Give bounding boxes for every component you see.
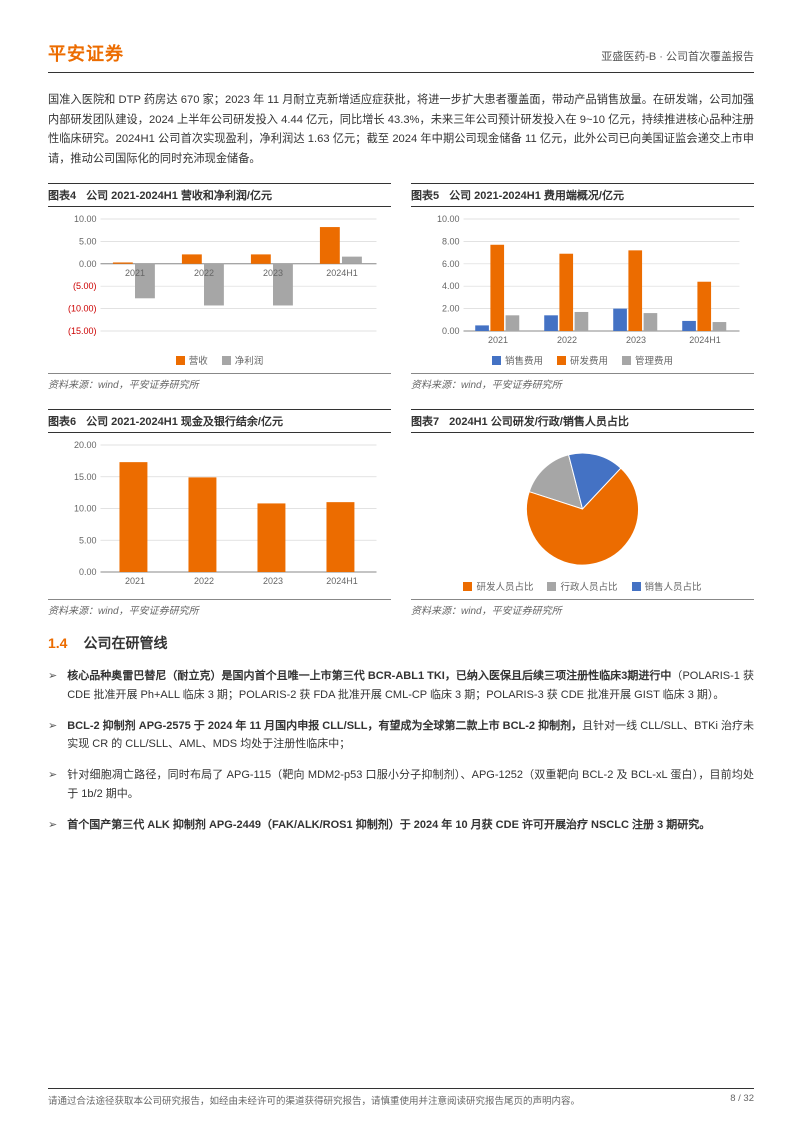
chart-row-2: 图表6 公司 2021-2024H1 现金及银行结余/亿元 0.00 5.00 10… — [48, 409, 754, 617]
svg-text:(10.00): (10.00) — [68, 304, 97, 314]
chart4-source: 资料来源：wind，平安证券研究所 — [48, 373, 391, 391]
section-header: 1.4 公司在研管线 — [48, 633, 754, 653]
chart7-legend: 研发人员占比行政人员占比 销售人员占比 — [411, 579, 754, 593]
svg-text:4.00: 4.00 — [442, 282, 460, 292]
svg-text:15.00: 15.00 — [74, 472, 97, 482]
svg-text:2024H1: 2024H1 — [326, 268, 358, 278]
chart6-title: 图表6 公司 2021-2024H1 现金及银行结余/亿元 — [48, 409, 391, 433]
chart7-num: 图表7 — [411, 413, 439, 429]
chart6-text: 公司 2021-2024H1 现金及银行结余/亿元 — [86, 413, 283, 429]
svg-text:10.00: 10.00 — [74, 504, 97, 514]
page-header: 平安证券 亚盛医药-B · 公司首次覆盖报告 — [48, 40, 754, 73]
chart6-source: 资料来源：wind，平安证券研究所 — [48, 599, 391, 617]
svg-text:10.00: 10.00 — [437, 214, 460, 224]
svg-text:10.00: 10.00 — [74, 214, 97, 224]
svg-text:0.00: 0.00 — [442, 326, 460, 336]
chart5-legend: 销售费用研发费用管理费用 — [411, 353, 754, 367]
svg-text:5.00: 5.00 — [79, 237, 97, 247]
chart5-box: 图表5 公司 2021-2024H1 费用端概况/亿元 0.00 2.00 4.00… — [411, 183, 754, 391]
brand-logo: 平安证券 — [48, 40, 124, 66]
svg-text:2021: 2021 — [125, 268, 145, 278]
svg-text:2021: 2021 — [125, 576, 145, 586]
chart5-source: 资料来源：wind，平安证券研究所 — [411, 373, 754, 391]
svg-text:2021: 2021 — [488, 335, 508, 345]
pipeline-item: ➢ 首个国产第三代 ALK 抑制剂 APG-2449（FAK/ALK/ROS1 … — [48, 816, 754, 835]
svg-text:(15.00): (15.00) — [68, 326, 97, 336]
chart5-num: 图表5 — [411, 187, 439, 203]
svg-text:0.00: 0.00 — [79, 567, 97, 577]
chart6-num: 图表6 — [48, 413, 76, 429]
svg-text:2.00: 2.00 — [442, 304, 460, 314]
pipeline-item: ➢ 核心品种奥雷巴替尼（耐立克）是国内首个且唯一上市第三代 BCR-ABL1 T… — [48, 667, 754, 704]
svg-text:2022: 2022 — [194, 576, 214, 586]
svg-text:2024H1: 2024H1 — [326, 576, 358, 586]
legend-item: 销售费用 — [492, 353, 543, 367]
svg-text:2023: 2023 — [263, 576, 283, 586]
chart7-text: 2024H1 公司研发/行政/销售人员占比 — [449, 413, 629, 429]
svg-text:(5.00): (5.00) — [73, 282, 97, 292]
legend-item: 营收 — [176, 353, 208, 367]
chart5-area: 0.00 2.00 4.00 6.00 8.00 10.00 2021 2022 2023 202… — [411, 211, 754, 371]
chart7-title: 图表7 2024H1 公司研发/行政/销售人员占比 — [411, 409, 754, 433]
svg-text:2023: 2023 — [263, 268, 283, 278]
chart7-source: 资料来源：wind，平安证券研究所 — [411, 599, 754, 617]
footer-page-num: 8 / 32 — [730, 1093, 754, 1107]
legend-item: 行政人员占比 — [547, 579, 617, 593]
legend-item: 净利润 — [222, 353, 264, 367]
bullet-marker-icon: ➢ — [48, 667, 57, 704]
svg-text:20.00: 20.00 — [74, 440, 97, 450]
svg-text:5.00: 5.00 — [79, 536, 97, 546]
svg-text:2022: 2022 — [194, 268, 214, 278]
svg-text:6.00: 6.00 — [442, 259, 460, 269]
chart4-text: 公司 2021-2024H1 营收和净利润/亿元 — [86, 187, 272, 203]
svg-text:8.00: 8.00 — [442, 237, 460, 247]
bullet-text: 核心品种奥雷巴替尼（耐立克）是国内首个且唯一上市第三代 BCR-ABL1 TKI… — [67, 667, 754, 704]
legend-item: 研发费用 — [557, 353, 608, 367]
chart4-legend: 营收净利润 — [48, 353, 391, 367]
pipeline-item: ➢ BCL-2 抑制剂 APG-2575 于 2024 年 11 月国内申报 C… — [48, 717, 754, 754]
pipeline-item: ➢ 针对细胞凋亡路径，同时布局了 APG-115（靶向 MDM2-p53 口服小… — [48, 766, 754, 803]
chart6-area: 0.00 5.00 10.00 15.00 20.00 2021 2022 2023 2024H… — [48, 437, 391, 597]
bullet-marker-icon: ➢ — [48, 816, 57, 835]
svg-text:2024H1: 2024H1 — [689, 335, 721, 345]
svg-text:2022: 2022 — [557, 335, 577, 345]
intro-paragraph: 国准入医院和 DTP 药房达 670 家；2023 年 11 月耐立克新增适应症… — [48, 91, 754, 169]
bullet-text: 首个国产第三代 ALK 抑制剂 APG-2449（FAK/ALK/ROS1 抑制… — [67, 816, 710, 835]
report-title: 亚盛医药-B · 公司首次覆盖报告 — [601, 48, 754, 64]
chart4-area: (15.00) (10.00) (5.00) 0.00 5.00 10.00 2021 202… — [48, 211, 391, 371]
pipeline-list: ➢ 核心品种奥雷巴替尼（耐立克）是国内首个且唯一上市第三代 BCR-ABL1 T… — [48, 667, 754, 834]
chart4-num: 图表4 — [48, 187, 76, 203]
svg-text:2023: 2023 — [626, 335, 646, 345]
legend-item: 销售人员占比 — [632, 579, 702, 593]
chart4-title: 图表4 公司 2021-2024H1 营收和净利润/亿元 — [48, 183, 391, 207]
legend-item: 管理费用 — [622, 353, 673, 367]
chart5-title: 图表5 公司 2021-2024H1 费用端概况/亿元 — [411, 183, 754, 207]
bullet-text: 针对细胞凋亡路径，同时布局了 APG-115（靶向 MDM2-p53 口服小分子… — [67, 766, 754, 803]
section-title: 公司在研管线 — [83, 633, 167, 653]
chart6-box: 图表6 公司 2021-2024H1 现金及银行结余/亿元 0.00 5.00 10… — [48, 409, 391, 617]
svg-text:0.00: 0.00 — [79, 259, 97, 269]
bullet-marker-icon: ➢ — [48, 766, 57, 803]
chart5-text: 公司 2021-2024H1 费用端概况/亿元 — [449, 187, 624, 203]
chart4-box: 图表4 公司 2021-2024H1 营收和净利润/亿元 (15.00) (10.… — [48, 183, 391, 391]
chart-row-1: 图表4 公司 2021-2024H1 营收和净利润/亿元 (15.00) (10.… — [48, 183, 754, 391]
chart7-area: 研发人员占比行政人员占比 销售人员占比 — [411, 437, 754, 597]
legend-item: 研发人员占比 — [463, 579, 533, 593]
section-num: 1.4 — [48, 635, 67, 651]
bullet-text: BCL-2 抑制剂 APG-2575 于 2024 年 11 月国内申报 CLL… — [67, 717, 754, 754]
chart7-box: 图表7 2024H1 公司研发/行政/销售人员占比 研发人员占比行政人员占比 销售… — [411, 409, 754, 617]
page-footer: 请通过合法途径获取本公司研究报告，如经由未经许可的渠道获得研究报告，请慎重使用并… — [48, 1088, 754, 1107]
footer-disclaimer: 请通过合法途径获取本公司研究报告，如经由未经许可的渠道获得研究报告，请慎重使用并… — [48, 1093, 580, 1107]
bullet-marker-icon: ➢ — [48, 717, 57, 754]
